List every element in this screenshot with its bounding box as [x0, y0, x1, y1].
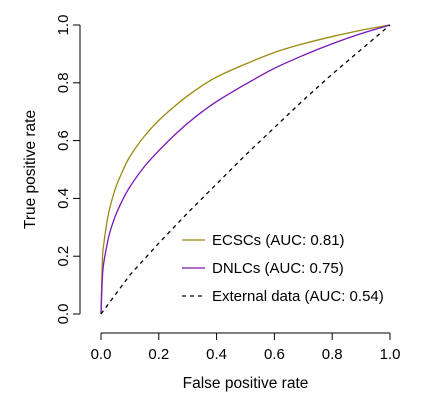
axes — [79, 25, 390, 334]
series-line-2 — [100, 24, 391, 315]
x-tick-label: 1.0 — [380, 346, 401, 363]
y-ticks: 0.0 0.2 0.4 0.6 0.8 1.0 — [55, 15, 80, 325]
series-line-1 — [100, 24, 391, 315]
y-tick-label: 0.8 — [55, 72, 72, 93]
y-tick-label: 0.2 — [55, 246, 72, 267]
x-tick-label: 0.2 — [148, 346, 169, 363]
x-tick-label: 0.8 — [322, 346, 343, 363]
series-layer — [100, 24, 391, 315]
y-tick-label: 1.0 — [55, 15, 72, 36]
x-axis-title: False positive rate — [183, 375, 309, 392]
legend-label: DNLCs (AUC: 0.75) — [212, 260, 344, 277]
y-axis-title: True positive rate — [22, 110, 39, 229]
legend: ECSCs (AUC: 0.81) DNLCs (AUC: 0.75) Extern… — [182, 232, 384, 305]
legend-label: ECSCs (AUC: 0.81) — [212, 232, 345, 249]
legend-label: External data (AUC: 0.54) — [212, 288, 384, 305]
y-tick-label: 0.0 — [55, 304, 72, 325]
x-tick-label: 0.0 — [91, 346, 112, 363]
x-tick-label: 0.4 — [206, 346, 227, 363]
y-tick-label: 0.6 — [55, 130, 72, 151]
y-tick-label: 0.4 — [55, 188, 72, 209]
x-tick-label: 0.6 — [264, 346, 285, 363]
x-ticks: 0.0 0.2 0.4 0.6 0.8 1.0 — [91, 333, 401, 363]
series-line-0 — [100, 24, 391, 315]
